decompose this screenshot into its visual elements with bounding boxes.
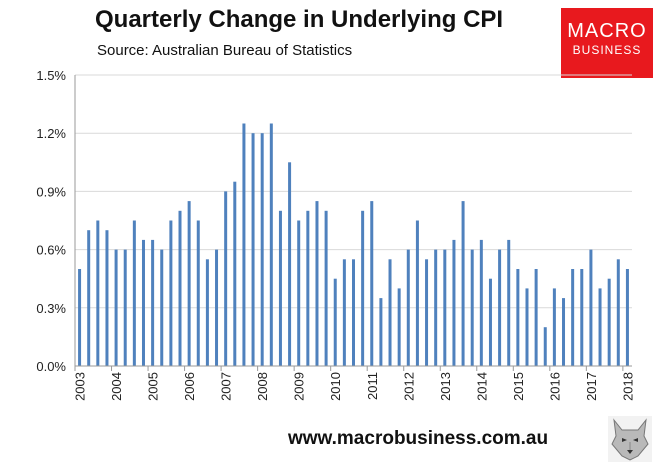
y-tick-label: 0.3% bbox=[36, 301, 66, 316]
bar bbox=[114, 249, 118, 366]
bar bbox=[434, 249, 438, 366]
x-tick-label: 2004 bbox=[109, 372, 124, 401]
bar bbox=[352, 259, 355, 366]
bar bbox=[78, 269, 82, 366]
y-tick-label: 0.6% bbox=[36, 243, 66, 258]
bar bbox=[488, 278, 492, 366]
x-tick-label: 2014 bbox=[474, 372, 489, 401]
x-tick-label: 2010 bbox=[328, 372, 343, 401]
bar bbox=[415, 220, 419, 366]
bar bbox=[215, 249, 219, 366]
bar bbox=[625, 269, 629, 366]
x-tick-label: 2009 bbox=[292, 372, 307, 401]
bar bbox=[278, 210, 282, 366]
y-tick-label: 1.2% bbox=[36, 126, 66, 141]
bar bbox=[607, 278, 611, 366]
bar bbox=[233, 181, 237, 366]
bar bbox=[397, 288, 401, 366]
bar bbox=[151, 239, 155, 366]
x-tick-label: 2007 bbox=[219, 372, 234, 401]
bar bbox=[516, 269, 520, 366]
bar bbox=[269, 123, 273, 366]
bar bbox=[461, 201, 465, 366]
bar bbox=[342, 259, 346, 366]
x-tick-label: 2016 bbox=[547, 372, 562, 401]
x-tick-label: 2008 bbox=[255, 372, 270, 401]
bar-series bbox=[78, 123, 629, 366]
bar bbox=[507, 239, 511, 366]
x-tick-label: 2015 bbox=[511, 372, 526, 401]
x-tick-label: 2018 bbox=[620, 372, 635, 401]
bar bbox=[562, 298, 566, 366]
bar bbox=[288, 162, 292, 366]
bar bbox=[196, 220, 200, 366]
bar bbox=[242, 123, 246, 366]
bar bbox=[580, 269, 584, 366]
y-tick-label: 0.0% bbox=[36, 359, 66, 374]
bar bbox=[123, 249, 127, 366]
bar bbox=[498, 249, 502, 366]
bar bbox=[443, 249, 447, 366]
bar bbox=[379, 298, 383, 366]
bar bbox=[452, 239, 456, 366]
x-tick-label: 2011 bbox=[365, 372, 380, 400]
bar bbox=[333, 278, 337, 366]
bar bbox=[388, 259, 392, 366]
bar bbox=[306, 210, 310, 366]
bar bbox=[141, 239, 145, 366]
logo-line-2: BUSINESS bbox=[572, 43, 642, 57]
bar bbox=[160, 249, 164, 366]
x-tick-label: 2013 bbox=[438, 372, 453, 401]
bar bbox=[187, 201, 191, 366]
x-tick-label: 2006 bbox=[182, 372, 197, 401]
bar bbox=[425, 259, 429, 366]
bar bbox=[224, 191, 228, 366]
chart-title: Quarterly Change in Underlying CPI bbox=[95, 6, 504, 33]
bar bbox=[534, 269, 538, 366]
bar bbox=[543, 327, 547, 366]
y-tick-label: 0.9% bbox=[36, 184, 66, 199]
bar bbox=[589, 249, 593, 366]
y-tick-labels: 0.0% 0.3% 0.6% 0.9% 1.2% 1.5% bbox=[36, 68, 66, 374]
bar bbox=[178, 210, 182, 366]
macro-business-logo: MACRO BUSINESS bbox=[561, 8, 653, 78]
x-tick-label: 2017 bbox=[584, 372, 599, 401]
x-tick-label: 2003 bbox=[73, 372, 88, 401]
wolf-icon bbox=[608, 416, 652, 462]
bar bbox=[361, 210, 365, 366]
bar bbox=[132, 220, 136, 366]
bar bbox=[169, 220, 173, 366]
x-tick-labels: 2003 2004 2005 2006 2007 2008 2009 2010 2011 2012… bbox=[73, 372, 636, 401]
bar bbox=[470, 249, 474, 366]
bar bbox=[205, 259, 209, 366]
chart-subtitle: Source: Australian Bureau of Statistics bbox=[97, 42, 353, 59]
gridlines bbox=[75, 74, 632, 309]
x-tick-label: 2005 bbox=[146, 372, 161, 401]
bar bbox=[251, 133, 255, 366]
bar bbox=[96, 220, 100, 366]
bar bbox=[525, 288, 529, 366]
bar bbox=[598, 288, 602, 366]
bar bbox=[406, 249, 410, 366]
axes bbox=[74, 75, 632, 371]
logo-line-1: MACRO bbox=[567, 20, 647, 42]
bar bbox=[616, 259, 620, 366]
bar bbox=[297, 220, 301, 366]
bar bbox=[571, 269, 575, 366]
bar bbox=[479, 239, 483, 366]
bar bbox=[552, 288, 556, 366]
bar bbox=[315, 201, 319, 366]
bar bbox=[105, 230, 109, 366]
bar bbox=[370, 201, 374, 366]
x-tick-label: 2012 bbox=[401, 372, 416, 401]
website-url: www.macrobusiness.com.au bbox=[288, 428, 549, 449]
bar bbox=[260, 133, 264, 366]
bar bbox=[324, 210, 328, 366]
bar bbox=[87, 230, 91, 366]
y-tick-label: 1.5% bbox=[36, 68, 66, 83]
